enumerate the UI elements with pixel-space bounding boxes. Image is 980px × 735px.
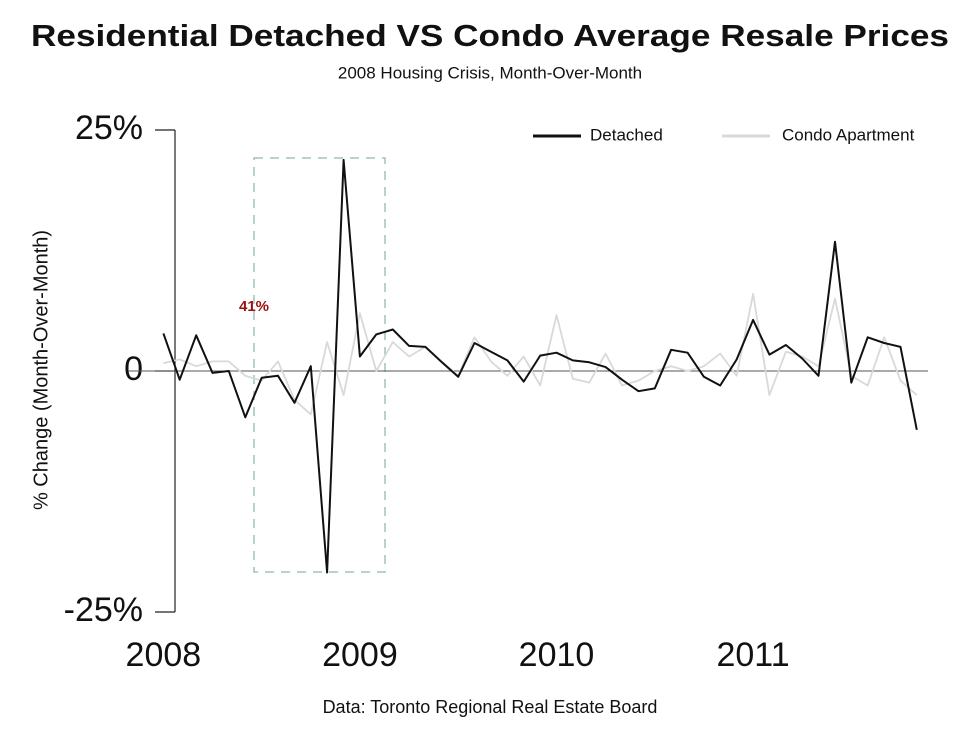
y-tick-label: 25% — [75, 109, 143, 147]
series-line — [162, 158, 918, 574]
highlight-box — [253, 157, 386, 573]
annotation: 41% — [239, 298, 269, 315]
y-tick-label: -25% — [64, 591, 143, 629]
chart-title: Residential Detached VS Condo Average Re… — [31, 18, 949, 53]
x-tick-label: 2008 — [126, 636, 202, 674]
x-tick-label: 2011 — [716, 636, 789, 674]
legend-label: Condo Apartment — [782, 125, 915, 144]
y-tick-label: 0 — [124, 350, 143, 388]
chart-subtitle: 2008 Housing Crisis, Month-Over-Month — [338, 63, 642, 82]
y-axis-label: % Change (Month-Over-Month) — [30, 230, 52, 510]
legend-label: Detached — [590, 125, 663, 144]
x-tick-label: 2010 — [519, 636, 595, 674]
x-tick-label: 2009 — [322, 636, 398, 674]
series-line — [163, 293, 918, 416]
source-note: Data: Toronto Regional Real Estate Board — [323, 697, 658, 717]
